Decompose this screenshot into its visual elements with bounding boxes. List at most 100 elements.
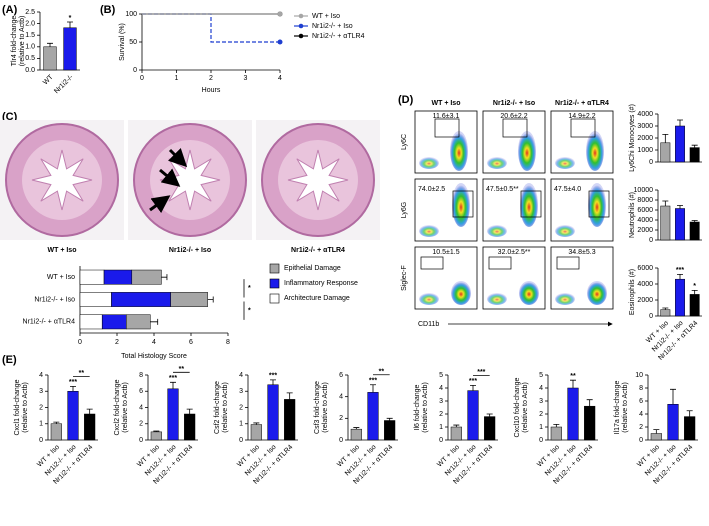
y-axis-label: (relative to Actb) (22, 382, 29, 433)
y-tick-label: 0 (639, 437, 643, 444)
bar (660, 309, 671, 317)
error-bar (286, 392, 293, 400)
flow-density (419, 293, 439, 305)
legend-label: Nr1i2-/- + Iso (312, 23, 353, 30)
y-tick-label: 100 (125, 11, 137, 18)
y-tick-label: 6 (639, 398, 643, 405)
y-axis-label: (relative to Actb) (19, 16, 26, 67)
y-tick-label: WT + Iso (47, 274, 75, 281)
bar (350, 428, 362, 441)
error-bar (653, 429, 660, 434)
bar (689, 294, 700, 317)
y-axis-label: (relative to Actb) (222, 382, 229, 433)
legend-label: Epithelial Damage (284, 265, 341, 272)
error-bar (453, 424, 460, 427)
error-bar (150, 318, 159, 325)
y-tick-label: 0 (339, 437, 343, 444)
y-axis-label: Cxcl1 fold-change (14, 379, 21, 435)
error-bar (677, 274, 683, 280)
y-tick-label: 2 (439, 411, 443, 418)
y-tick-label: 2000 (637, 135, 653, 142)
y-tick-label: 2000 (637, 297, 653, 304)
y-tick-label: 4 (139, 404, 143, 411)
legend-swatch (269, 263, 280, 274)
bar (484, 416, 496, 441)
x-tick-label: 2 (209, 75, 213, 82)
x-tick-label: 4 (278, 75, 282, 82)
significance: ** (570, 373, 576, 380)
bar (675, 208, 685, 241)
legend-label: WT + Iso (312, 13, 340, 20)
flow-density (419, 225, 439, 237)
bar (67, 391, 79, 441)
flow-gate-value: 11.6±3.1 (433, 113, 460, 120)
significance: *** (269, 373, 277, 380)
y-tick-label: 0 (39, 437, 43, 444)
y-tick-label: 0 (649, 313, 653, 320)
bar-segment (111, 292, 171, 307)
y-tick-label: 3 (539, 398, 543, 405)
bar (660, 142, 671, 163)
y-tick-label: 1.5 (25, 32, 35, 39)
panel-label: (B) (100, 4, 116, 16)
flow-density (518, 131, 536, 171)
flow-density (587, 281, 607, 305)
significance: *** (169, 375, 177, 382)
x-tick-label: Nr1i2-/- (53, 73, 75, 95)
legend-swatch (269, 278, 280, 289)
error-bar (691, 220, 698, 222)
y-axis-label: (relative to Actb) (122, 382, 129, 433)
x-axis-label: Total Histology Score (121, 353, 187, 360)
bar-segment (103, 269, 133, 285)
flow-gate-value: 20.6±2.2 (500, 113, 527, 120)
error-bar (662, 307, 669, 310)
error-bar (662, 200, 669, 206)
y-tick-label: Nr1i2-/- + Iso (34, 296, 75, 303)
error-bar (161, 274, 168, 281)
series-line (142, 13, 280, 43)
y-tick-label: 2 (539, 411, 543, 418)
y-tick-label: 5 (539, 372, 543, 379)
bar (684, 416, 696, 441)
x-tick-label: 1 (175, 75, 179, 82)
bar-segment (126, 314, 151, 330)
arrow (159, 168, 181, 187)
error-bar (486, 413, 493, 417)
bar (184, 413, 196, 441)
bar-segment (101, 314, 127, 330)
flow-gate (588, 190, 610, 218)
flow-density (487, 293, 507, 305)
y-axis-label: Neutrophils (#) (629, 192, 636, 238)
y-tick-label: 50 (129, 39, 137, 46)
bar-segment (79, 314, 103, 330)
y-tick-label: 2000 (637, 227, 653, 234)
flow-density (588, 183, 606, 227)
bar (550, 426, 562, 441)
flow-column-title: Nr1i2-/- + Iso (493, 100, 535, 107)
error-bar (677, 205, 683, 209)
histology-caption: Nr1i2-/- + Iso (169, 247, 211, 254)
y-tick-label: 0.5 (25, 55, 35, 62)
x-tick-label: 8 (226, 339, 230, 346)
arrow (168, 148, 188, 168)
flow-gate (420, 256, 444, 270)
y-tick-label: 2 (339, 415, 343, 422)
error-bar (70, 385, 76, 392)
y-tick-label: 2.0 (25, 20, 35, 27)
bar (660, 205, 671, 241)
y-axis-label: Ly6Chi Monocytes (#) (629, 104, 636, 172)
bar (284, 399, 296, 441)
legend-label: Nr1i2-/- + αTLR4 (312, 33, 365, 40)
y-tick-label: 3 (439, 398, 443, 405)
panel-label: (C) (2, 111, 18, 123)
bar (43, 46, 57, 71)
significance: *** (477, 369, 485, 376)
error-bar (670, 388, 676, 405)
y-tick-label: 0 (139, 437, 143, 444)
error-bar (662, 134, 669, 143)
flow-density (419, 157, 439, 169)
y-tick-label: 0 (239, 437, 243, 444)
bar (250, 424, 262, 441)
y-tick-label: 1000 (637, 147, 653, 154)
